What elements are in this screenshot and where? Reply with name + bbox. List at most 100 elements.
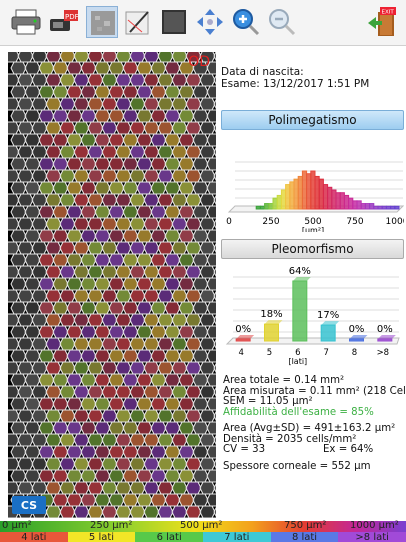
exam-date: Esame: 13/12/2017 1:51 PM: [221, 78, 370, 90]
cell: [31, 481, 48, 495]
cell: [73, 52, 90, 63]
polimegatismo-bar: [322, 184, 329, 210]
pleomorfismo-tick: 5: [267, 348, 272, 358]
move-arrows-icon[interactable]: [194, 6, 226, 38]
cell: [136, 445, 153, 459]
cell: [101, 193, 118, 207]
cell: [52, 133, 69, 147]
cell: [157, 385, 174, 399]
zoom-in-icon[interactable]: [230, 6, 262, 38]
cell: [38, 277, 55, 291]
cell: [136, 133, 153, 147]
cell: [10, 349, 27, 363]
cell: [94, 349, 111, 363]
polimegatismo-bar: [381, 205, 387, 210]
cell: [115, 73, 132, 87]
cell: [157, 505, 174, 518]
cell: [185, 385, 202, 399]
cell: [17, 409, 34, 423]
cell: [10, 205, 27, 219]
cell: [199, 505, 216, 518]
cell: [129, 97, 146, 111]
cell: [206, 373, 216, 387]
cell: [178, 397, 195, 411]
cell: [101, 481, 118, 495]
cell: [80, 229, 97, 243]
cell: [45, 313, 62, 327]
cell: [150, 181, 167, 195]
print-icon[interactable]: [10, 6, 42, 38]
cell: [31, 289, 48, 303]
area-color-legend: 0 µm² 250 µm² 500 µm² 750 µm² 1000 µm²: [0, 520, 406, 532]
cell: [45, 481, 62, 495]
cell: [101, 361, 118, 375]
cell: [66, 277, 83, 291]
cell: [10, 61, 27, 75]
cell: [8, 481, 20, 495]
polimegatismo-bar: [318, 178, 324, 210]
cell: [87, 217, 104, 231]
cell: [213, 146, 216, 158]
cell: [199, 289, 216, 303]
cell: [17, 433, 34, 447]
cell: [80, 85, 97, 99]
cell: [17, 289, 34, 303]
pleomorfismo-header[interactable]: Pleomorfismo: [221, 239, 404, 259]
cell: [87, 265, 104, 279]
spessore-corneale: Spessore corneale = 552 µm: [223, 460, 371, 472]
cell: [199, 409, 216, 423]
cell: [66, 493, 83, 507]
polimegatismo-header[interactable]: Polimegatismo: [221, 110, 404, 130]
cell: [38, 157, 55, 171]
endothelium-image[interactable]: OD CS: [8, 52, 216, 518]
cell: [178, 133, 195, 147]
cell: [101, 457, 118, 471]
cell: [52, 181, 69, 195]
cell: [129, 73, 146, 87]
cell: [157, 289, 174, 303]
cell: [17, 385, 34, 399]
cell: [10, 445, 27, 459]
cell: [213, 52, 216, 62]
polimegatismo-bar: [255, 205, 261, 210]
cell: [213, 98, 216, 110]
image-view-icon[interactable]: [86, 6, 118, 38]
cell: [115, 409, 132, 423]
cell: [115, 313, 132, 327]
cell: [94, 373, 111, 387]
exit-icon[interactable]: EXIT: [366, 6, 398, 38]
cell: [45, 121, 62, 135]
cell: [59, 433, 76, 447]
zoom-out-icon[interactable]: [266, 6, 298, 38]
cell: [164, 469, 181, 483]
cell: [38, 397, 55, 411]
cell: [213, 434, 216, 446]
cell: [171, 337, 188, 351]
cell: [101, 217, 118, 231]
cell: [87, 457, 104, 471]
cell: [87, 241, 104, 255]
cell: [73, 145, 90, 159]
cell: [192, 469, 209, 483]
cell: [10, 397, 27, 411]
cell: [136, 301, 153, 315]
pdf-export-icon[interactable]: PDF: [48, 6, 80, 38]
cell: [178, 157, 195, 171]
cell: [178, 421, 195, 435]
cell: [164, 397, 181, 411]
trace-edit-icon[interactable]: [122, 6, 154, 38]
cell: [80, 109, 97, 123]
image-dark-icon[interactable]: [158, 6, 190, 38]
cell: [38, 325, 55, 339]
cell: [108, 253, 125, 267]
cell: [108, 349, 125, 363]
cell: [108, 421, 125, 435]
cell: [10, 301, 27, 315]
cell: [171, 385, 188, 399]
cell: [164, 205, 181, 219]
cell: [8, 289, 20, 303]
cell: [206, 85, 216, 99]
cell: [24, 61, 41, 75]
polimegatismo-bar: [327, 186, 333, 210]
cell: [17, 241, 34, 255]
